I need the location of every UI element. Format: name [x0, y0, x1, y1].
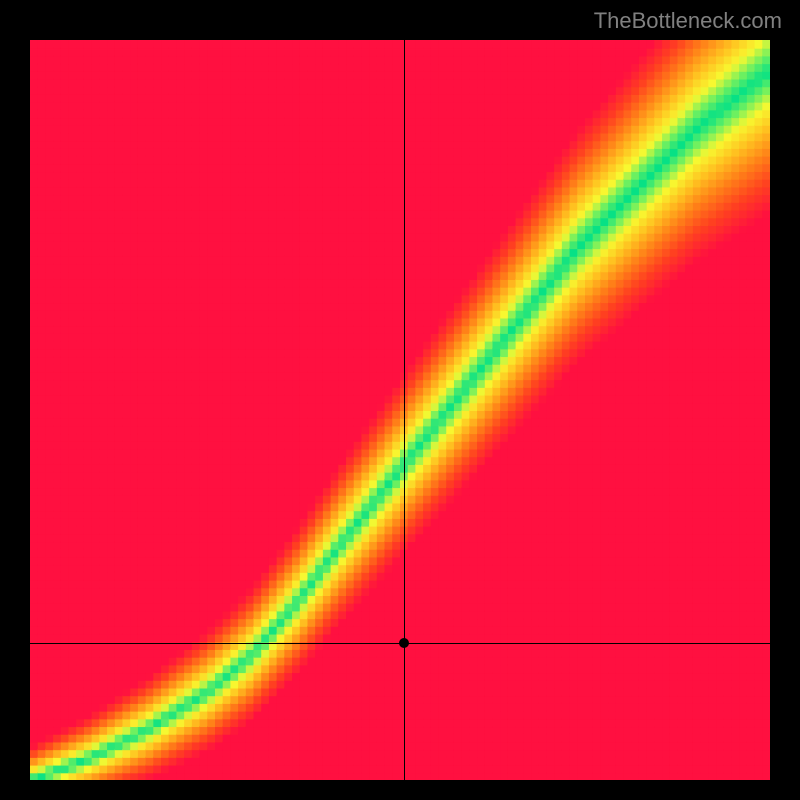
bottleneck-heatmap: [30, 40, 770, 780]
watermark-text: TheBottleneck.com: [594, 8, 782, 34]
crosshair-vertical: [404, 40, 405, 780]
crosshair-marker-dot: [399, 638, 409, 648]
heatmap-canvas: [30, 40, 770, 780]
